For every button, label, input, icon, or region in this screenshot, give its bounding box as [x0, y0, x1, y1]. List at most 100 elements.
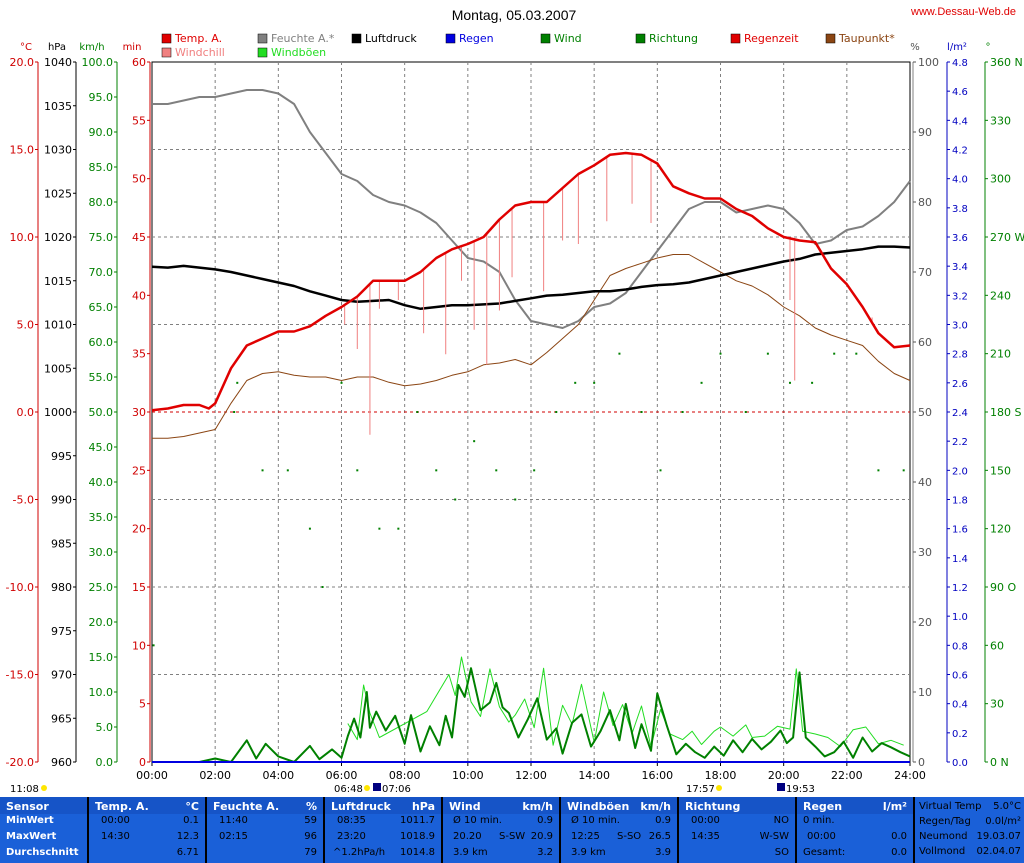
- wind-axis-label: 75.0: [89, 231, 114, 244]
- direction-point: [378, 527, 381, 530]
- temp-axis-label: -15.0: [6, 669, 34, 682]
- wind-distance: 3.9 km: [453, 847, 488, 858]
- direction-point: [286, 469, 289, 472]
- direction-axis-label: 30: [990, 698, 1004, 711]
- minutes-axis-label: 40: [132, 289, 146, 302]
- wind-axis-label: 15.0: [89, 651, 114, 664]
- wind-axis-label: 5.0: [96, 721, 114, 734]
- rain-max-value: 0.0: [891, 831, 907, 842]
- stats-direction-block: Richtung 00:00 NO 14:35 W-SW SO: [679, 797, 795, 863]
- direction-point: [855, 352, 858, 355]
- direction-point: [555, 411, 558, 413]
- humidity-axis-label: 70: [918, 266, 932, 279]
- stats-sensor-block: Sensor MinWert MaxWert Durchschnitt: [0, 797, 87, 863]
- stats-gusts-unit: km/h: [640, 800, 671, 813]
- stats-temp-unit: °C: [185, 800, 199, 813]
- time-axis-label: 10:00: [452, 769, 484, 782]
- rain-axis-label: 0.2: [952, 729, 968, 740]
- wind-axis-label: 80.0: [89, 196, 114, 209]
- humidity-axis-label: 30: [918, 546, 932, 559]
- sun-icon: [41, 785, 47, 791]
- gusts-avg10-value: 0.9: [655, 815, 671, 826]
- stats-sensor-head: Sensor: [6, 800, 49, 813]
- direction-point: [640, 411, 643, 413]
- site-link[interactable]: www.Dessau-Web.de: [910, 6, 1016, 18]
- wind-axis-label: 45.0: [89, 441, 114, 454]
- rain-axis-label: 2.4: [952, 408, 968, 419]
- legend-swatch: [730, 33, 741, 44]
- wind-avg10-value: 0.9: [537, 815, 553, 826]
- minutes-axis-label: 10: [132, 639, 146, 652]
- stats-gusts-block: Windböen km/h Ø 10 min. 0.9 12:25 S-SO 26.5 …: [561, 797, 677, 863]
- direction-point: [811, 381, 814, 384]
- direction-point: [877, 469, 880, 472]
- legend-label: Taupunkt*: [838, 32, 895, 45]
- humidity-axis-label: 10: [918, 686, 932, 699]
- direction-axis-label: 90 O: [990, 581, 1016, 594]
- rain-axis-label: 2.6: [952, 379, 968, 390]
- temp-unit: °C: [20, 42, 32, 53]
- direction-unit: °: [986, 42, 991, 53]
- legend-swatch: [445, 33, 456, 44]
- wind-max-direction: S-SW: [499, 831, 526, 842]
- wind-axis-label: 35.0: [89, 511, 114, 524]
- direction-point: [533, 469, 536, 472]
- minutes-unit: min: [123, 42, 142, 53]
- direction-axis-label: 180 S: [990, 406, 1021, 419]
- temp-axis-label: -10.0: [6, 581, 34, 594]
- dewpoint-line: [152, 254, 911, 439]
- stats-row-label-max: MaxWert: [6, 831, 57, 842]
- direction-point: [233, 411, 236, 413]
- pressure-axis-label: 1015: [44, 275, 72, 288]
- minutes-axis-label: 55: [132, 114, 146, 127]
- direction-axis-label: 150: [990, 464, 1011, 477]
- rain-total-label: Gesamt:: [803, 847, 846, 858]
- direction-point: [356, 469, 359, 472]
- temp-axis-label: -20.0: [6, 756, 34, 769]
- chart-title: Montag, 05.03.2007: [452, 7, 577, 23]
- rain-axis-label: 2.0: [952, 466, 968, 477]
- direction-axis-label: 120: [990, 523, 1011, 536]
- rain-max-time: 00:00: [807, 831, 836, 842]
- direction-axis-label: 330: [990, 114, 1011, 127]
- direction-axis-label: 60: [990, 639, 1004, 652]
- sunset-label: 17:57: [686, 784, 715, 795]
- wind-axis-label: 95.0: [89, 91, 114, 104]
- time-axis-label: 08:00: [389, 769, 421, 782]
- new-moon-value: 19.03.07: [976, 831, 1021, 842]
- wind-line: [152, 667, 911, 763]
- time-axis-label: 06:00: [326, 769, 358, 782]
- minutes-axis-label: 50: [132, 173, 146, 186]
- new-moon-label: Neumond: [919, 831, 968, 842]
- pressure-trend: ^1.2hPa/h: [333, 847, 386, 858]
- wind-axis-label: 65.0: [89, 301, 114, 314]
- temp-axis-label: 15.0: [10, 144, 35, 157]
- minutes-axis-label: 0: [139, 756, 146, 769]
- pressure-max-time: 23:20: [337, 831, 366, 842]
- time-axis-label: 12:00: [515, 769, 547, 782]
- humidity-axis-label: 80: [918, 196, 932, 209]
- stats-temp-head: Temp. A.: [95, 800, 149, 813]
- chart-grid: [151, 61, 911, 763]
- stats-gusts-head: Windböen: [567, 800, 630, 813]
- chart-series: [151, 89, 911, 763]
- legend-label: Feuchte A.*: [271, 32, 335, 45]
- wind-axis-label: 10.0: [89, 686, 114, 699]
- legend-swatch: [825, 33, 836, 44]
- axis-unit-labels: °C hPa km/h min % l/m² °: [20, 42, 990, 53]
- temperature-line: [151, 151, 911, 412]
- rain-axis-label: 0.6: [952, 671, 968, 682]
- rain-axis-label: 4.8: [952, 58, 968, 69]
- wind-axis-label: 90.0: [89, 126, 114, 139]
- humidity-axis-label: 100: [918, 56, 939, 69]
- direction-point: [454, 498, 457, 501]
- time-axis-label: 02:00: [199, 769, 231, 782]
- pressure-axis-label: 1020: [44, 231, 72, 244]
- virtual-temp-label: Virtual Temp: [919, 801, 982, 812]
- legend-label: Luftdruck: [365, 32, 417, 45]
- time-axis-label: 00:00: [136, 769, 168, 782]
- legend-swatch: [257, 33, 268, 44]
- minutes-axis-label: 20: [132, 523, 146, 536]
- rain-axis-label: 1.8: [952, 496, 968, 507]
- humidity-axis-label: 90: [918, 126, 932, 139]
